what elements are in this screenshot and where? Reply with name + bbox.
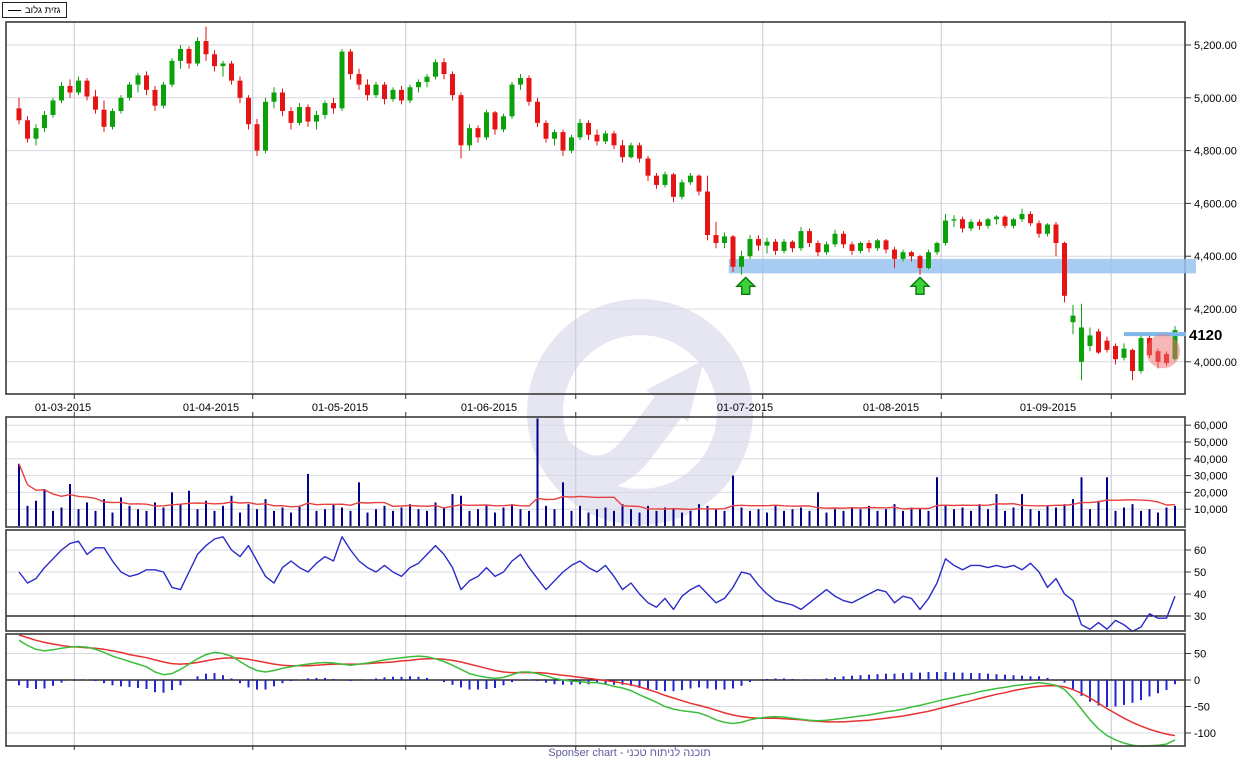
series-legend-label: גזית גלוב <box>25 4 61 16</box>
series-legend[interactable]: גזית גלוב <box>2 2 67 18</box>
support-zone-annotation[interactable] <box>728 258 1196 274</box>
macd-panel: 50 0 -50 -100 <box>5 633 1216 750</box>
svg-text:01-08-2015: 01-08-2015 <box>863 402 919 414</box>
svg-text:-50: -50 <box>1194 702 1210 714</box>
svg-text:30,000: 30,000 <box>1194 471 1228 483</box>
volume-panel: 60,000 50,000 40,000 30,000 20,000 10,000 <box>5 416 1228 528</box>
app-footer-branding: Sponser chart - תוכנה לניתוח טכני <box>548 747 711 759</box>
svg-text:50,000: 50,000 <box>1194 437 1228 449</box>
svg-text:5,000.00: 5,000.00 <box>1194 93 1237 105</box>
series-line-sample-icon <box>8 9 21 11</box>
price-panel: 5,200.00 5,000.00 4,800.00 4,600.00 4,400.00… <box>5 21 1237 395</box>
svg-text:50: 50 <box>1194 567 1206 579</box>
svg-text:01-05-2015: 01-05-2015 <box>312 402 368 414</box>
svg-text:01-04-2015: 01-04-2015 <box>183 402 239 414</box>
svg-text:01-07-2015: 01-07-2015 <box>717 402 773 414</box>
svg-text:40: 40 <box>1194 589 1206 601</box>
svg-text:60,000: 60,000 <box>1194 420 1228 432</box>
svg-text:01-09-2015: 01-09-2015 <box>1020 402 1076 414</box>
svg-text:5,200.00: 5,200.00 <box>1194 40 1237 52</box>
watermark-logo <box>527 299 753 525</box>
highlight-circle-annotation[interactable] <box>1146 334 1181 369</box>
svg-text:4,800.00: 4,800.00 <box>1194 146 1237 158</box>
svg-text:4,600.00: 4,600.00 <box>1194 198 1237 210</box>
up-arrow-icon <box>735 276 757 296</box>
svg-text:50: 50 <box>1194 649 1206 661</box>
buy-signal-arrows[interactable] <box>735 276 931 296</box>
svg-text:0: 0 <box>1194 675 1200 687</box>
svg-text:4,200.00: 4,200.00 <box>1194 304 1237 316</box>
svg-text:01-03-2015: 01-03-2015 <box>35 402 91 414</box>
price-level-line[interactable]: 4120 <box>1124 327 1222 344</box>
svg-text:20,000: 20,000 <box>1194 487 1228 499</box>
date-axis: 01-03-2015 01-04-2015 01-05-2015 01-06-2015… <box>35 394 1112 417</box>
svg-text:10,000: 10,000 <box>1194 504 1228 516</box>
svg-text:-100: -100 <box>1194 728 1216 740</box>
price-level-label: 4120 <box>1189 327 1222 344</box>
svg-text:60: 60 <box>1194 545 1206 557</box>
candlesticks <box>16 26 1178 381</box>
up-arrow-icon <box>909 276 931 296</box>
rsi-panel: 60 50 40 30 <box>5 529 1206 633</box>
svg-text:30: 30 <box>1194 611 1206 623</box>
svg-text:4,000.00: 4,000.00 <box>1194 357 1237 369</box>
svg-text:01-06-2015: 01-06-2015 <box>461 402 517 414</box>
svg-text:40,000: 40,000 <box>1194 454 1228 466</box>
svg-text:4,400.00: 4,400.00 <box>1194 251 1237 263</box>
